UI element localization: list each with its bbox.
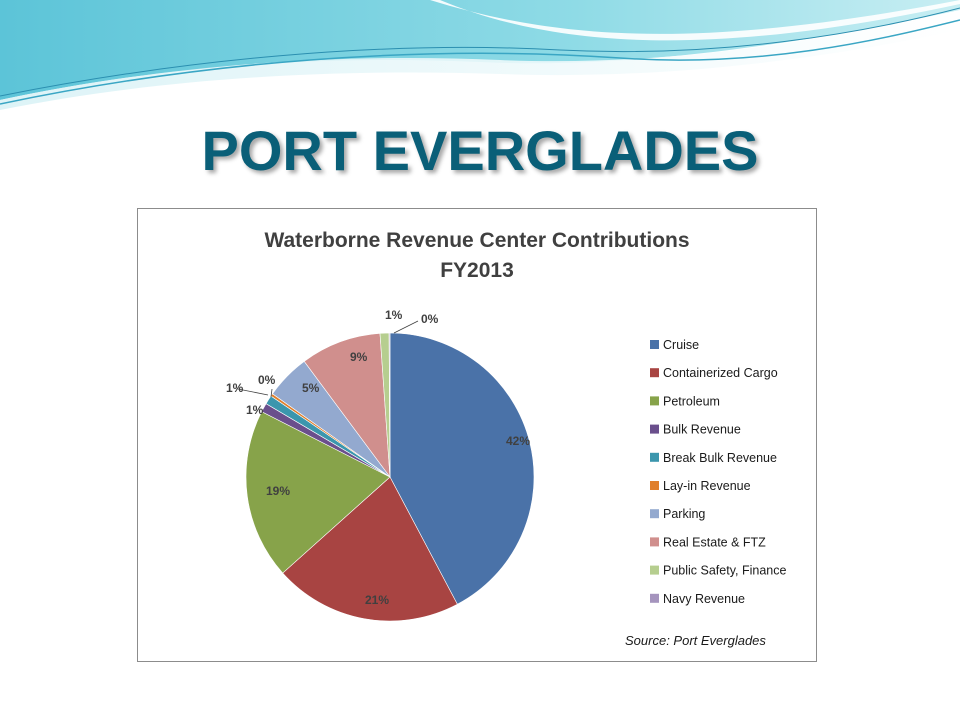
legend-label-bulk-revenue: Bulk Revenue xyxy=(663,423,741,437)
data-label-petroleum: 19% xyxy=(266,484,290,498)
data-label-bulk-revenue: 1% xyxy=(246,403,264,417)
legend-label-lay-in-revenue: Lay-in Revenue xyxy=(663,479,751,493)
data-label-cruise: 42% xyxy=(506,434,530,448)
legend-label-real-estate-ftz: Real Estate & FTZ xyxy=(663,535,766,549)
data-label-parking: 5% xyxy=(302,381,320,395)
legend-swatch-parking xyxy=(650,509,659,519)
legend-swatch-containerized-cargo xyxy=(650,368,659,378)
legend-label-parking: Parking xyxy=(663,507,705,521)
legend-swatch-break-bulk-revenue xyxy=(650,452,659,462)
chart-frame: Waterborne Revenue Center Contributions … xyxy=(137,208,817,662)
legend-swatch-lay-in-revenue xyxy=(650,481,659,490)
legend-swatch-cruise xyxy=(650,340,659,349)
data-label-break-bulk-revenue: 1% xyxy=(226,381,244,395)
legend-label-cruise: Cruise xyxy=(663,338,699,352)
legend-label-navy-revenue: Navy Revenue xyxy=(663,592,745,606)
data-label-lay-in-revenue: 0% xyxy=(258,373,276,387)
leader-line-break-bulk-revenue xyxy=(237,388,269,396)
leader-line-navy-revenue xyxy=(393,320,419,334)
chart-title: Waterborne Revenue Center Contributions xyxy=(264,229,689,252)
leader-line-lay-in-revenue xyxy=(270,388,273,398)
pie-chart: Waterborne Revenue Center Contributions … xyxy=(226,229,786,648)
legend-label-break-bulk-revenue: Break Bulk Revenue xyxy=(663,451,777,465)
legend: Cruise Containerized Cargo Petroleum Bulk R… xyxy=(650,338,786,606)
pie-slice-petroleum xyxy=(245,411,391,574)
pie-data-labels: 42%21%19%1%1%0%5%9%1% 0% xyxy=(226,308,530,607)
legend-label-petroleum: Petroleum xyxy=(663,394,720,408)
pie-slice-navy-revenue xyxy=(388,332,391,478)
pie-slice-real-estate-ftz xyxy=(303,333,391,479)
slide-title: PORT EVERGLADES xyxy=(201,119,759,182)
data-label-real-estate-ftz: 9% xyxy=(350,350,368,364)
legend-label-containerized-cargo: Containerized Cargo xyxy=(663,366,778,380)
data-label-containerized-cargo: 21% xyxy=(365,593,389,607)
header-wave-decoration xyxy=(0,0,960,110)
pie-slice-containerized-cargo xyxy=(282,476,458,622)
legend-swatch-bulk-revenue xyxy=(650,424,659,434)
legend-swatch-navy-revenue xyxy=(650,593,659,603)
legend-label-public-safety-finance: Public Safety, Finance xyxy=(663,564,786,578)
chart-source: Source: Port Everglades xyxy=(625,633,766,648)
chart-subtitle: FY2013 xyxy=(440,259,514,282)
pie-slices xyxy=(245,332,535,622)
pie-slice-cruise xyxy=(389,332,535,605)
legend-swatch-real-estate-ftz xyxy=(650,537,659,547)
legend-swatch-petroleum xyxy=(650,396,659,406)
data-label-public-safety-finance: 1% xyxy=(385,308,403,322)
legend-swatch-public-safety-finance xyxy=(650,565,659,575)
data-label-navy-revenue: 0% xyxy=(421,312,439,326)
